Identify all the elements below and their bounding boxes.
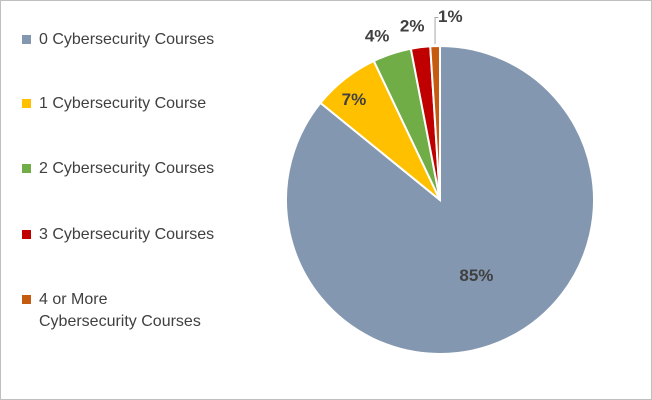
legend-swatch-1 <box>22 99 31 108</box>
legend-item-2: 2 Cybersecurity Courses <box>22 158 259 180</box>
data-label-1: 7% <box>342 90 367 109</box>
legend-swatch-4 <box>22 295 31 304</box>
legend-swatch-3 <box>22 230 31 239</box>
legend-item-1: 1 Cybersecurity Course <box>22 93 259 115</box>
legend-label-4: 4 or More Cybersecurity Courses <box>39 291 201 330</box>
legend-label-1: 1 Cybersecurity Course <box>39 95 207 112</box>
data-label-3: 2% <box>400 16 425 35</box>
pie-slice-4 <box>429 44 441 201</box>
legend-item-4: 4 or More Cybersecurity Courses <box>22 289 259 333</box>
legend-swatch-0 <box>22 35 31 44</box>
legend-label-0: 0 Cybersecurity Courses <box>39 31 215 48</box>
legend-label-2: 2 Cybersecurity Courses <box>39 160 215 177</box>
legend-label-3: 3 Cybersecurity Courses <box>39 226 215 243</box>
legend-item-3: 3 Cybersecurity Courses <box>22 224 259 246</box>
data-label-2: 4% <box>365 27 390 46</box>
legend-item-0: 0 Cybersecurity Courses <box>22 29 259 51</box>
data-label-0: 85% <box>459 266 493 285</box>
leader-line-4 <box>434 16 439 45</box>
legend-swatch-2 <box>22 164 31 173</box>
data-label-4: 1% <box>438 7 463 26</box>
